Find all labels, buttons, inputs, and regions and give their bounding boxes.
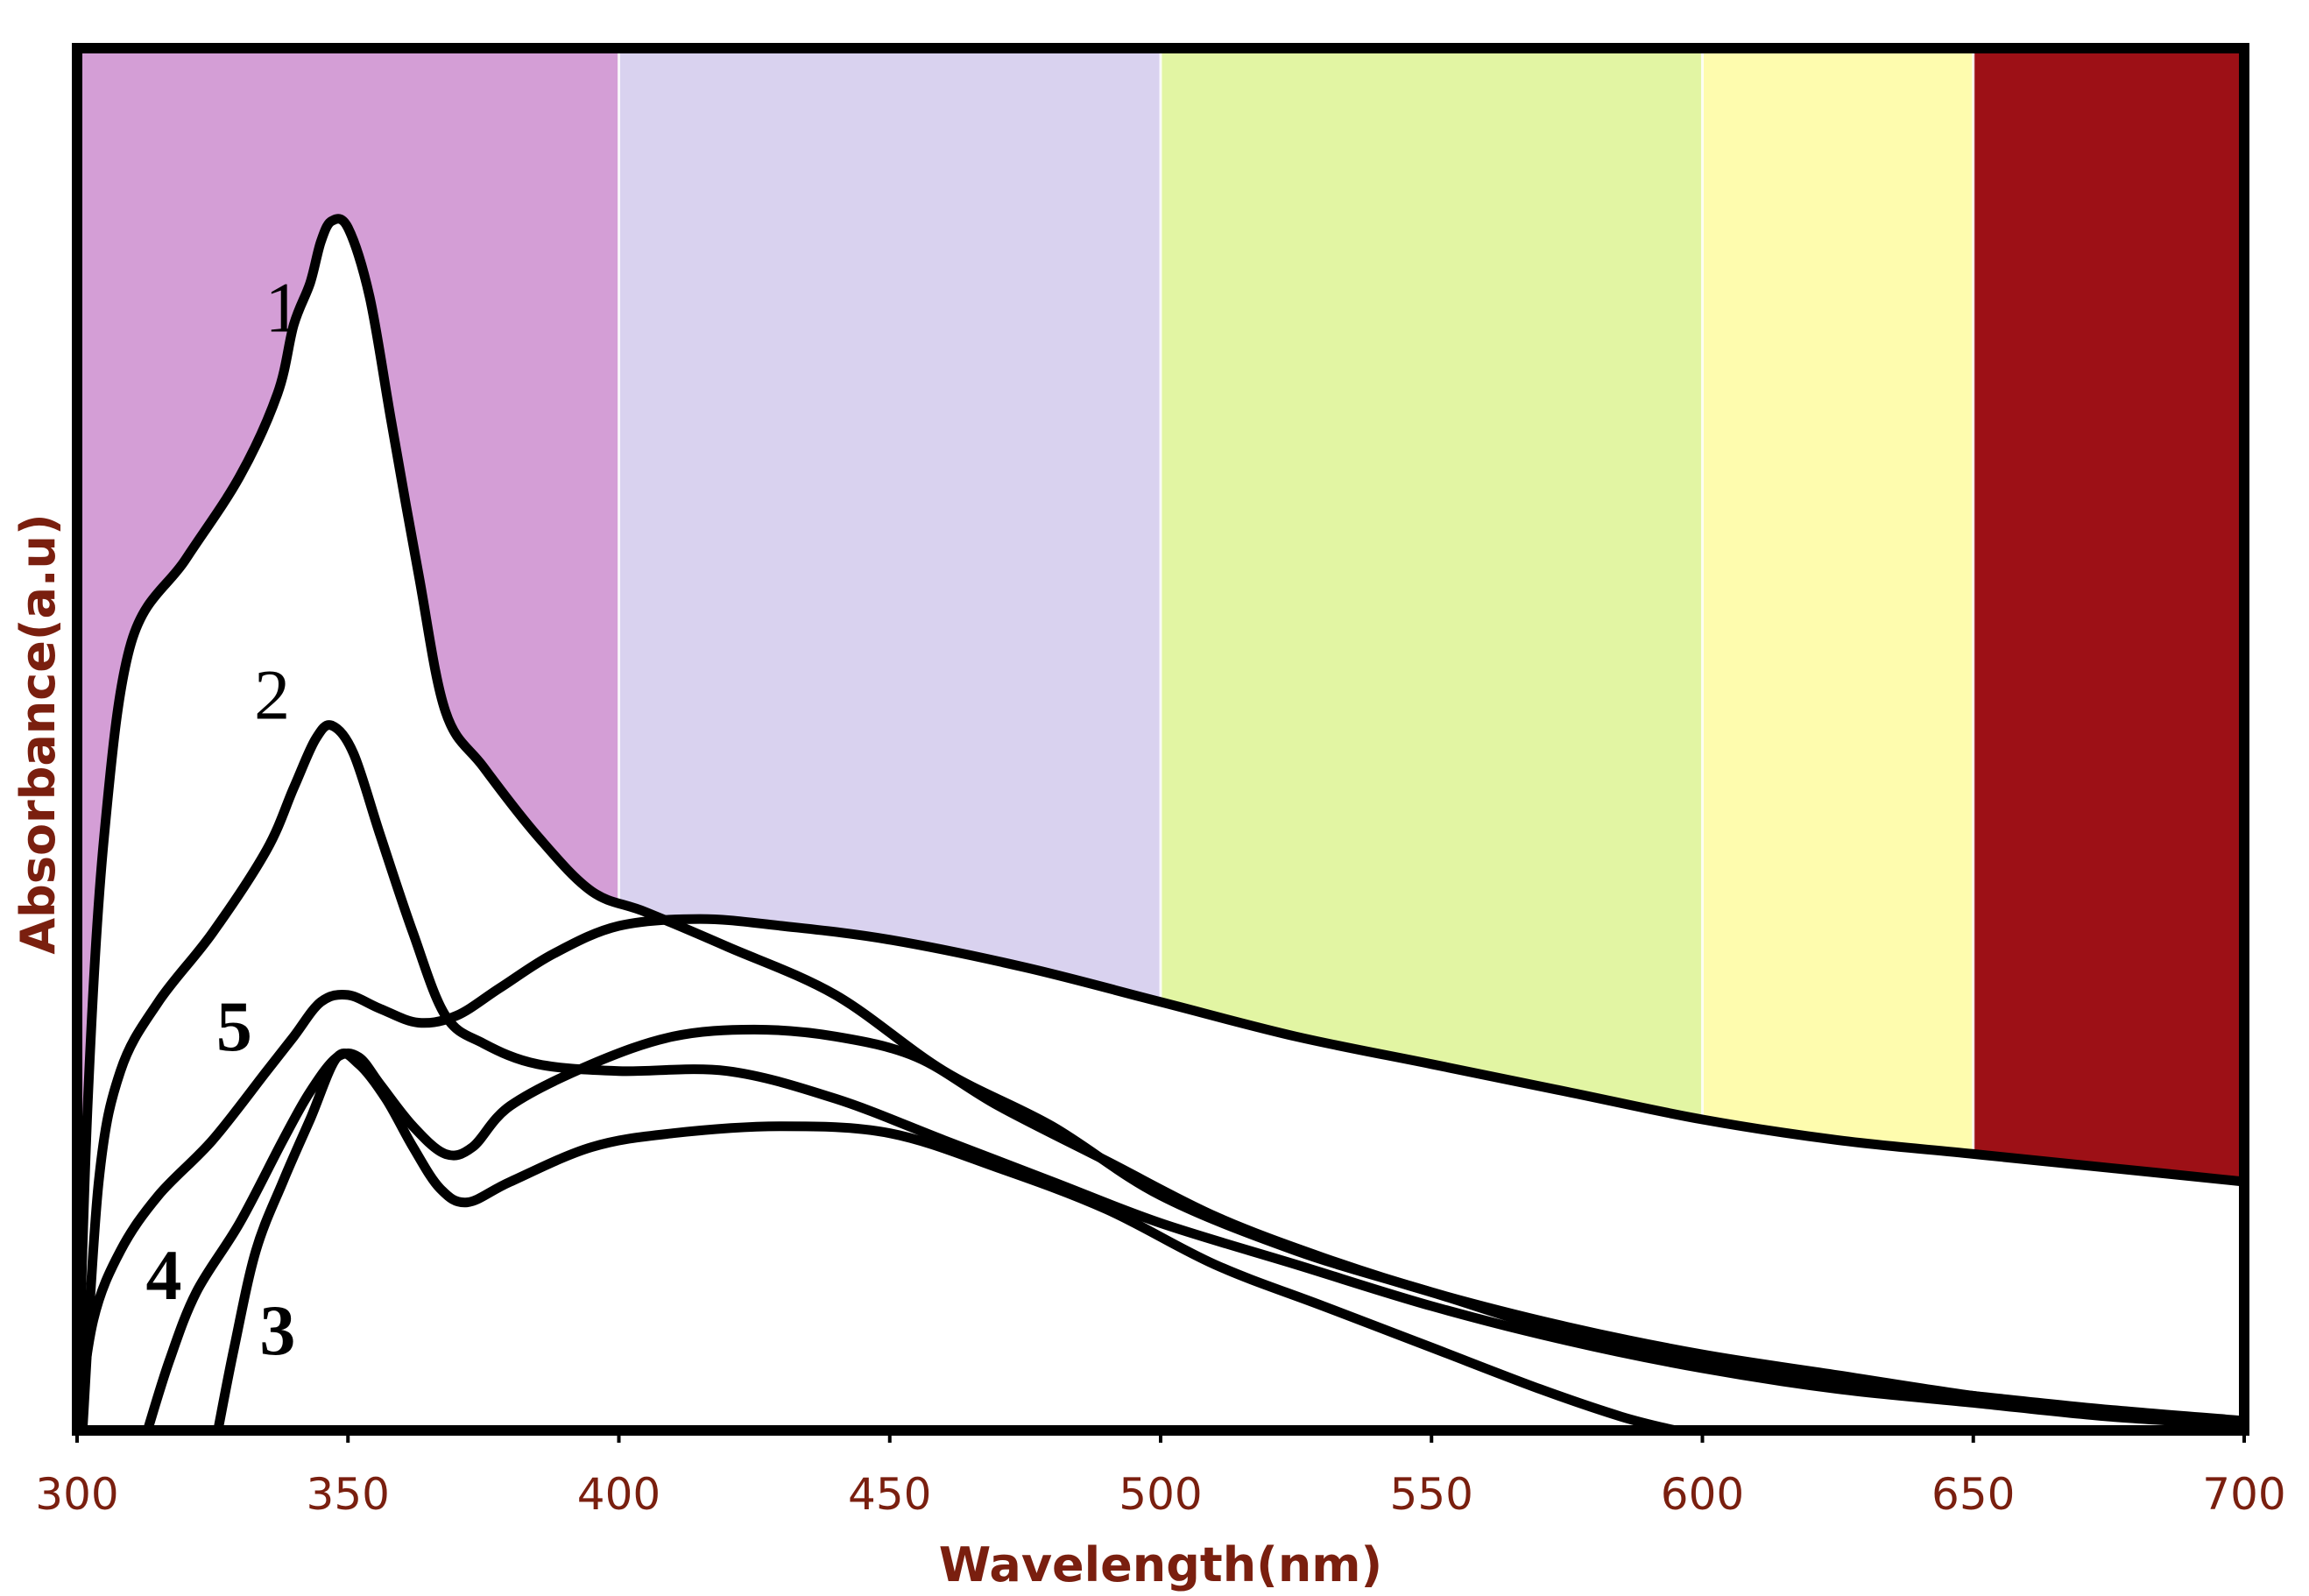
y-axis-title: Absorbance(a.u) [11, 513, 66, 954]
curve-labels: 1 2 5 43 [145, 267, 300, 1370]
curve-4 [142, 1024, 2249, 1436]
x-tick-label-500: 500 [1119, 1469, 1202, 1520]
curve-2 [77, 720, 2249, 1436]
x-tick-label-300: 300 [35, 1469, 118, 1520]
curve-label-5: 5 [216, 986, 252, 1066]
curve-label-4: 4 [145, 1235, 181, 1315]
x-tick-label-650: 650 [1931, 1469, 2015, 1520]
x-tick-labels: 300 350 400 450 500 550 600 650 700 [35, 1430, 2286, 1520]
curve-label-3: 3 [259, 1290, 295, 1370]
x-tick-label-700: 700 [2202, 1469, 2285, 1520]
curve-label-1: 1 [265, 267, 301, 347]
curve-label-2: 2 [254, 654, 290, 734]
curves [72, 214, 2249, 1436]
curve-fill-5 [77, 919, 2244, 1430]
x-tick-label-400: 400 [577, 1469, 660, 1520]
curve-3 [213, 1049, 1681, 1436]
x-tick-label-350: 350 [307, 1469, 390, 1520]
curve-5 [72, 914, 2249, 1436]
x-tick-label-550: 550 [1390, 1469, 1473, 1520]
x-tick-label-450: 450 [848, 1469, 931, 1520]
x-tick-label-600: 600 [1661, 1469, 1744, 1520]
curve-1 [72, 214, 2249, 1436]
x-axis-title: Wavelength(nm) [939, 1537, 1382, 1592]
